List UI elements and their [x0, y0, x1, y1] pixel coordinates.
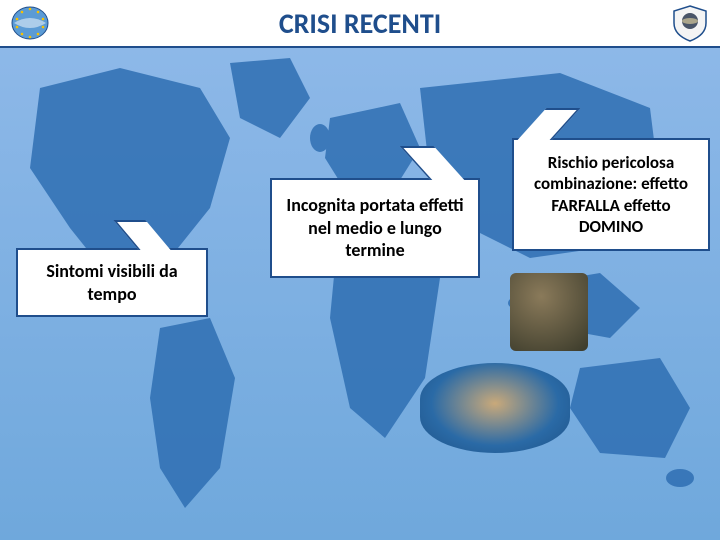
callout-incognita: Incognita portata effetti nel medio e lu…: [270, 178, 480, 278]
callout-sintomi: Sintomi visibili da tempo: [16, 248, 208, 317]
eu-globe-logo: [0, 1, 60, 45]
slide-title: CRISI RECENTI: [60, 6, 660, 41]
slide-header: CRISI RECENTI: [0, 0, 720, 48]
shield-logo: [660, 1, 720, 45]
world-map-background: Sintomi visibili da tempo Incognita port…: [0, 48, 720, 540]
callout-rischio: Rischio pericolosa combinazione: effetto…: [512, 138, 710, 251]
callout-text: Incognita portata effetti nel medio e lu…: [270, 178, 480, 278]
photo-person: [510, 273, 588, 351]
callout-text: Rischio pericolosa combinazione: effetto…: [512, 138, 710, 251]
photo-crowd: [420, 363, 570, 453]
callout-text: Sintomi visibili da tempo: [16, 248, 208, 317]
